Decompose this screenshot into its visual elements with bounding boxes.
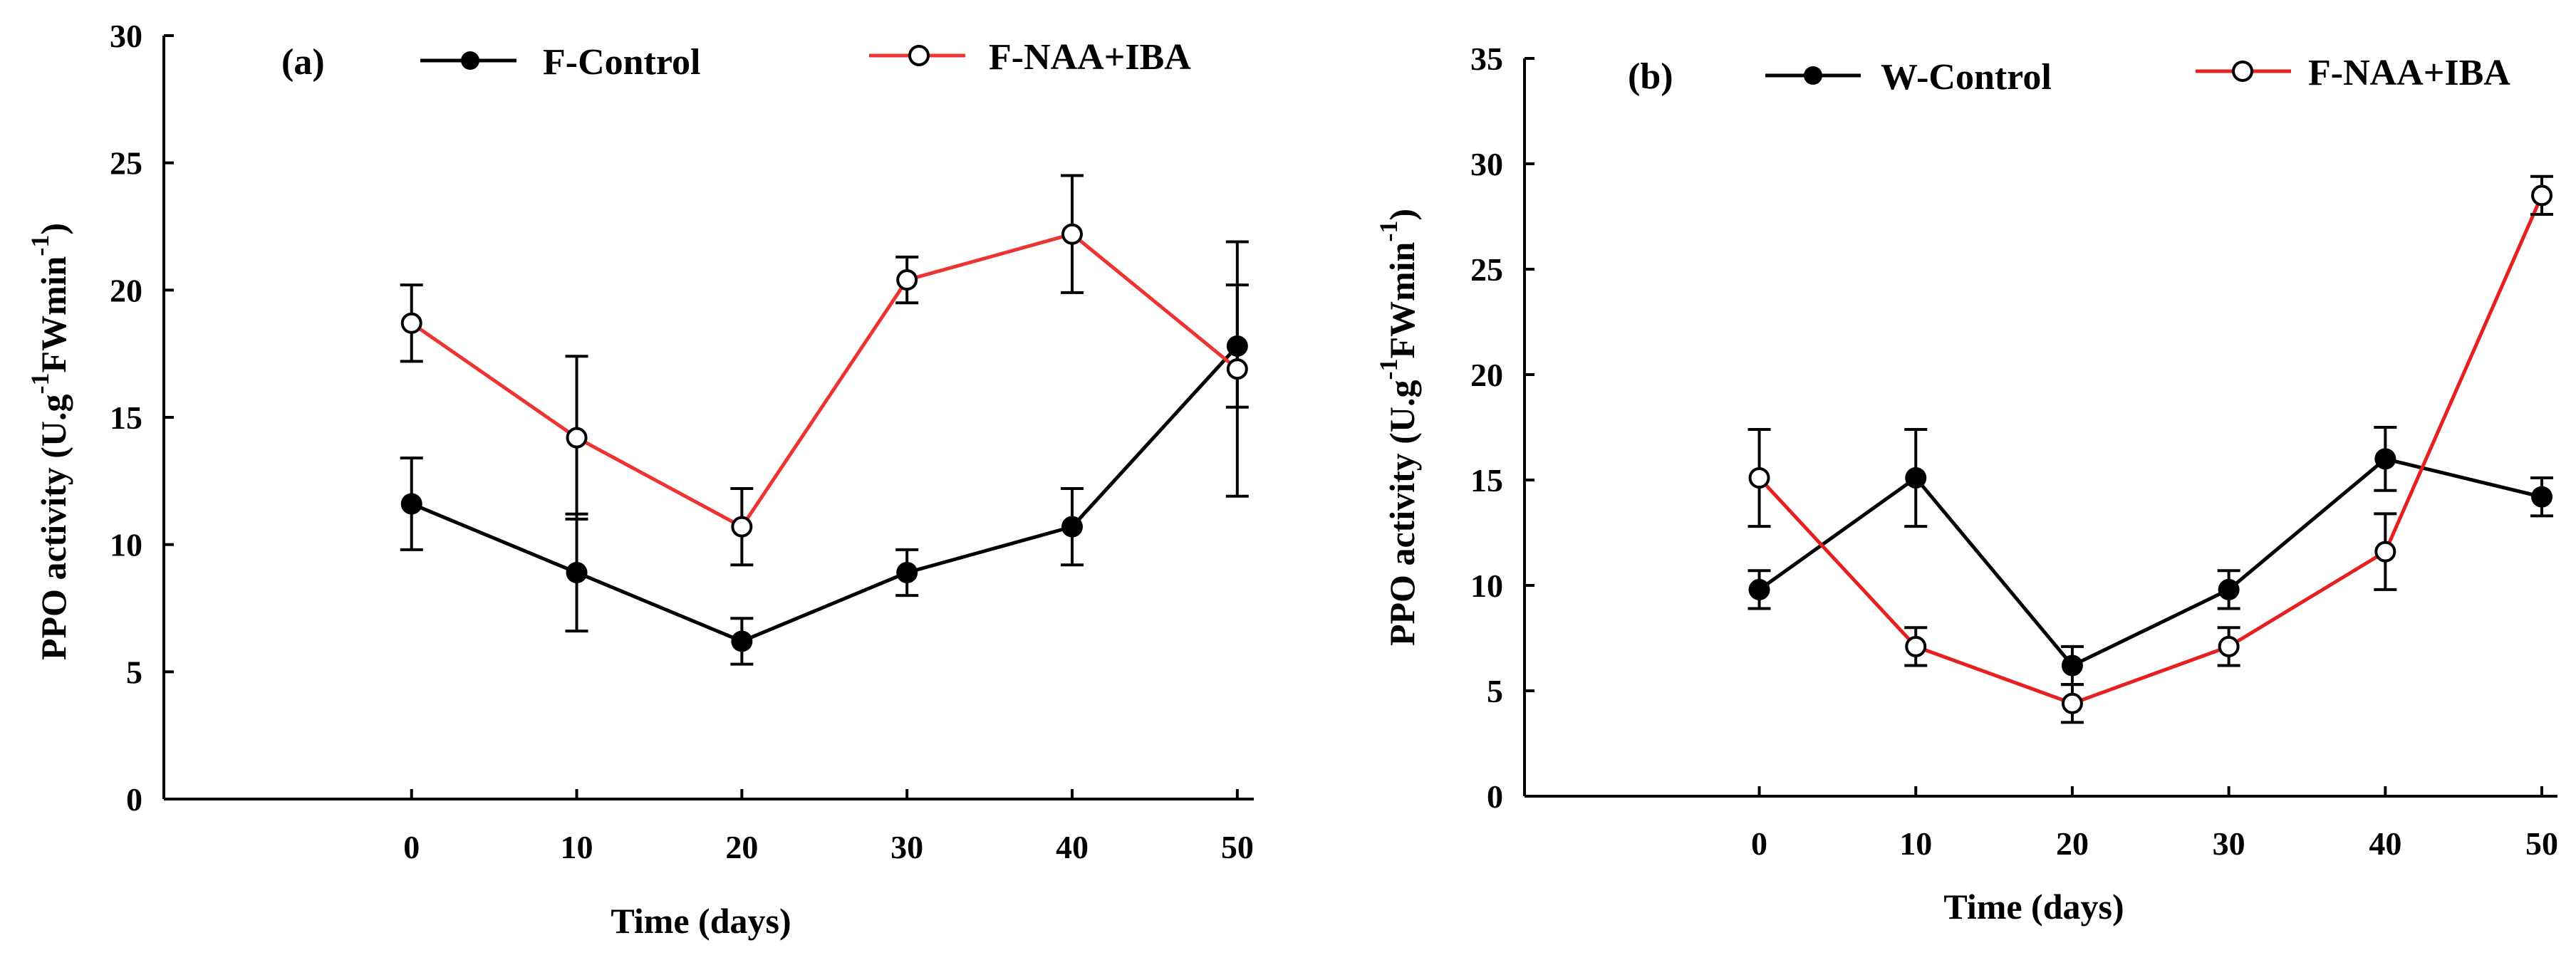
- y-tick-label: 30: [110, 18, 142, 54]
- data-point: [566, 561, 588, 583]
- y-axis-label: PPO activity (U.g-1FWmin-1): [1374, 209, 1422, 646]
- legend: F-Control F-NAA+IBA: [420, 37, 1191, 83]
- x-tick-label: 10: [561, 829, 593, 865]
- y-ticks: 0 5 10 15 20 25 30 35: [1470, 41, 1534, 815]
- data-point: [1061, 223, 1083, 245]
- data-point: [2061, 654, 2083, 677]
- data-point: [731, 630, 753, 652]
- y-ticks: 0 5 10 15 20 25 30: [110, 18, 174, 818]
- y-tick-label: 0: [126, 781, 142, 818]
- series-group: [1747, 174, 2554, 724]
- y-tick-label: 15: [1470, 462, 1503, 499]
- legend-label-w-control: W-Control: [1881, 57, 2052, 98]
- data-point: [400, 493, 422, 515]
- x-tick-label: 40: [1056, 829, 1089, 865]
- y-tick-label: 30: [1470, 146, 1503, 182]
- data-point: [1748, 467, 1770, 489]
- series-line-f-control: [410, 345, 1239, 643]
- series-group: [400, 174, 1249, 666]
- series-line-f-naa-iba: [410, 232, 1239, 529]
- series-line-f-naa-iba: [1757, 194, 2544, 706]
- y-tick-label: 5: [1487, 673, 1503, 709]
- data-point: [1226, 358, 1248, 380]
- data-point: [731, 516, 753, 538]
- y-tick-label: 5: [126, 654, 142, 690]
- y-axis-label: PPO activity (U.g-1FWmin-1): [26, 223, 73, 660]
- x-ticks: 0 10 20 30 40 50: [403, 789, 1254, 865]
- y-tick-label: 25: [1470, 251, 1503, 288]
- y-tick-label: 10: [110, 527, 142, 563]
- data-point: [896, 269, 918, 291]
- x-tick-label: 0: [403, 829, 420, 865]
- x-tick-label: 30: [890, 829, 923, 865]
- data-point: [1748, 578, 1770, 600]
- x-tick-label: 20: [725, 829, 758, 865]
- x-axis-label: Time (days): [611, 901, 791, 941]
- series-line-w-control: [1758, 456, 2543, 667]
- data-point: [2531, 184, 2553, 207]
- data-point: [2218, 578, 2240, 600]
- legend-marker-f-naa-iba: [908, 45, 930, 66]
- x-ticks: 0 10 20 30 40 50: [1751, 786, 2558, 862]
- legend-label-f-control: F-Control: [543, 42, 700, 83]
- panel-label: (a): [281, 42, 325, 83]
- legend: W-Control F-NAA+IBA: [1765, 53, 2510, 98]
- x-tick-label: 0: [1751, 825, 1767, 862]
- panel-label: (b): [1628, 56, 1673, 97]
- data-point: [2061, 692, 2083, 714]
- data-point: [2374, 448, 2396, 470]
- x-tick-label: 50: [1221, 829, 1254, 865]
- x-tick-label: 50: [2525, 825, 2558, 862]
- data-point: [1061, 516, 1083, 538]
- y-tick-label: 15: [110, 400, 142, 436]
- x-axis-label: Time (days): [1943, 887, 2124, 927]
- legend-label-f-naa-iba: F-NAA+IBA: [989, 37, 1191, 78]
- y-tick-label: 20: [110, 272, 142, 308]
- data-point: [1905, 467, 1927, 489]
- data-point: [566, 427, 588, 449]
- data-point: [400, 312, 422, 334]
- data-point: [896, 561, 918, 583]
- y-tick-label: 25: [110, 145, 142, 182]
- legend-marker-f-naa-iba: [2232, 61, 2253, 82]
- y-tick-label: 20: [1470, 357, 1503, 393]
- data-point: [2218, 635, 2240, 657]
- chart-panel-b: 0 5 10 15 20 25 30 35 0 10 20 30 40 50 (b) W-Control…: [1374, 41, 2558, 927]
- x-tick-label: 30: [2213, 825, 2245, 862]
- y-tick-label: 0: [1487, 778, 1503, 815]
- x-tick-label: 40: [2369, 825, 2401, 862]
- data-point: [1905, 635, 1927, 657]
- y-tick-label: 35: [1470, 41, 1503, 77]
- x-tick-label: 20: [2056, 825, 2089, 862]
- data-point: [2374, 541, 2396, 563]
- legend-marker-w-control: [1804, 66, 1822, 85]
- chart-panel-a: 0 5 10 15 20 25 30 0 10 20 30 40 50 (a) F-Control F…: [26, 18, 1254, 941]
- legend-marker-f-control: [461, 51, 479, 70]
- x-tick-label: 10: [1899, 825, 1932, 862]
- y-tick-label: 10: [1470, 568, 1503, 604]
- legend-label-f-naa-iba: F-NAA+IBA: [2308, 53, 2510, 93]
- data-point: [2531, 486, 2553, 508]
